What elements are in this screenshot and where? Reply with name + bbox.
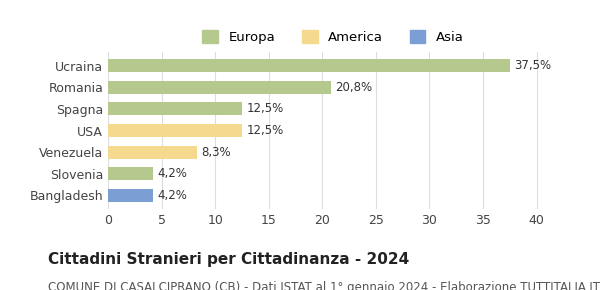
Text: 20,8%: 20,8%	[335, 81, 372, 94]
Bar	[108, 81, 331, 94]
Bar	[108, 189, 153, 202]
Bar	[108, 59, 510, 72]
Text: COMUNE DI CASALCIPRANO (CB) - Dati ISTAT al 1° gennaio 2024 - Elaborazione TUTTI: COMUNE DI CASALCIPRANO (CB) - Dati ISTAT…	[48, 281, 600, 290]
Legend: Europa, America, Asia: Europa, America, Asia	[197, 24, 469, 49]
Text: Cittadini Stranieri per Cittadinanza - 2024: Cittadini Stranieri per Cittadinanza - 2…	[48, 252, 409, 267]
Bar	[108, 124, 242, 137]
Text: 12,5%: 12,5%	[246, 124, 283, 137]
Bar	[108, 167, 153, 180]
Text: 12,5%: 12,5%	[246, 102, 283, 115]
Text: 37,5%: 37,5%	[514, 59, 551, 72]
Text: 4,2%: 4,2%	[157, 189, 187, 202]
Bar	[108, 146, 197, 159]
Text: 8,3%: 8,3%	[201, 146, 231, 159]
Bar	[108, 102, 242, 115]
Text: 4,2%: 4,2%	[157, 167, 187, 180]
